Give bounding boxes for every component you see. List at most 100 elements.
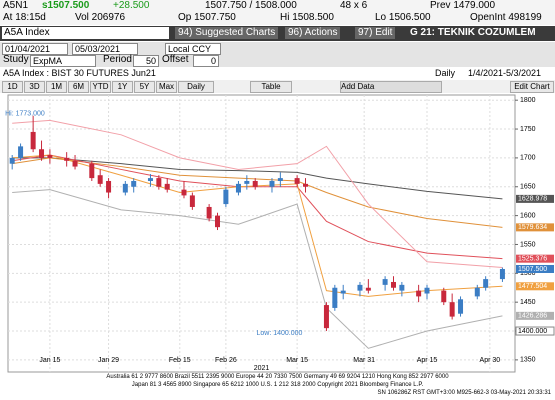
range-button[interactable]: 1D <box>2 81 23 93</box>
study-label: Study <box>3 54 29 65</box>
range-button[interactable]: 1Y <box>112 81 133 93</box>
study-select[interactable]: ExpMA <box>30 55 96 67</box>
candle-body <box>277 178 283 181</box>
value-box <box>515 326 555 336</box>
size: 48 x 6 <box>340 0 368 11</box>
candle-body <box>252 180 258 187</box>
y-tick-label: 1800 <box>520 97 536 104</box>
study-line <box>12 189 503 349</box>
period-label: Period <box>103 54 132 65</box>
candle-body <box>64 157 70 161</box>
y-tick-label: 1600 <box>520 212 536 219</box>
candle-body <box>424 287 430 294</box>
edit-button[interactable]: 97) Edit <box>355 27 396 39</box>
candle-body <box>365 287 371 291</box>
volume: Vol 206976 <box>75 12 126 23</box>
range-button[interactable]: 5Y <box>134 81 155 93</box>
end-date[interactable]: 05/03/2021 <box>72 43 138 55</box>
offset-input[interactable]: 0 <box>193 55 219 67</box>
last-price-label: 1507.500 <box>518 266 547 273</box>
chart: 1350140014501500155016001650170017501800… <box>5 94 555 373</box>
low: Lo 1506.500 <box>375 12 431 23</box>
candle-body <box>499 268 505 280</box>
candle-body <box>332 287 338 308</box>
range-button[interactable]: 1M <box>46 81 67 93</box>
range-button[interactable]: 6M <box>68 81 89 93</box>
high: Hi 1508.500 <box>280 12 334 23</box>
candle-body <box>416 290 422 297</box>
range-button[interactable]: YTD <box>90 81 111 93</box>
x-tick-label: Feb 15 <box>169 357 191 364</box>
y-tick-label: 1450 <box>520 299 536 306</box>
security-input[interactable]: A5A Index <box>2 27 169 39</box>
y-tick-label: 1350 <box>520 357 536 364</box>
bid-ask: 1507.750 / 1508.000 <box>205 0 297 11</box>
end-label: 1477.504 <box>518 283 547 290</box>
currency[interactable]: Local CCY <box>165 43 221 55</box>
x-tick-label: Mar 31 <box>353 357 375 364</box>
frequency: Daily <box>435 68 456 78</box>
candle-body <box>441 290 447 303</box>
toolbar: Table Add Data Edit Chart 1D 3D 1M 6M YTD 1Y 5… <box>0 80 555 93</box>
range-button[interactable]: Daily <box>178 81 214 93</box>
candle-body <box>449 302 455 317</box>
candle-body <box>474 287 480 297</box>
offset-label: Offset <box>162 54 189 65</box>
candle-body <box>215 215 221 228</box>
study-line <box>12 157 503 200</box>
value-box <box>516 223 554 232</box>
actions-button[interactable]: 96) Actions <box>285 27 341 39</box>
table-button[interactable]: Table <box>250 81 292 93</box>
candle-body <box>357 284 363 291</box>
candle-body <box>483 279 489 288</box>
settings: 01/04/2021 05/03/2021 Local CCY Study Ex… <box>0 42 555 67</box>
time: At 18:15d <box>3 12 46 23</box>
candle-body <box>382 279 388 285</box>
x-tick-label: Mar 15 <box>286 357 308 364</box>
prev: Prev 1479.000 <box>430 0 496 11</box>
candle-body <box>97 175 103 184</box>
candle-body <box>9 157 15 164</box>
candle-body <box>294 178 300 184</box>
candle-body <box>269 180 275 187</box>
page-title: G 21: TEKNIK COZUMLEM <box>410 27 536 38</box>
value-box <box>516 311 554 320</box>
date-range: 1/4/2021-5/3/2021 <box>468 68 542 78</box>
candle-body <box>89 163 95 179</box>
range-button[interactable]: 3D <box>24 81 45 93</box>
open-int: OpenInt 498199 <box>470 12 542 23</box>
plot-area <box>7 94 516 373</box>
candle-body <box>223 189 229 205</box>
candle-body <box>244 180 250 184</box>
year-label: 2021 <box>254 365 270 372</box>
range-button[interactable]: Max <box>156 81 177 93</box>
candle-body <box>340 290 346 294</box>
candle-body <box>206 206 212 219</box>
end-label: 1628.978 <box>518 196 547 203</box>
last: s1507.500 <box>42 0 90 11</box>
footer-line: SN 106286Z RST GMT+3:00 M925-662-3 03-Ma… <box>377 390 552 396</box>
y-tick-label: 1750 <box>520 126 536 133</box>
security-description: A5A Index : BIST 30 FUTURES Jun21 <box>3 68 156 78</box>
candle-body <box>181 189 187 196</box>
annotation: Low: 1400.000 <box>257 330 303 337</box>
candle-body <box>30 131 36 150</box>
candle-body <box>323 305 329 329</box>
suggested-button[interactable]: 94) Suggested Charts <box>175 27 279 39</box>
x-tick-label: Jan 29 <box>98 357 119 364</box>
value-box <box>516 264 554 273</box>
value-box <box>516 254 554 263</box>
candle-body <box>156 178 162 187</box>
candle-body <box>72 160 78 167</box>
edit-chart[interactable]: Edit Chart <box>510 81 554 93</box>
change: +28.500 <box>113 0 150 11</box>
add-data[interactable]: Add Data <box>340 81 442 93</box>
period-input[interactable]: 50 <box>133 55 159 67</box>
candle-body <box>39 149 45 158</box>
candle-body <box>235 183 241 193</box>
start-date[interactable]: 01/04/2021 <box>2 43 68 55</box>
candle-body <box>106 180 112 193</box>
end-label: 1426.286 <box>518 313 547 320</box>
candle-body <box>147 178 153 181</box>
value-box <box>516 194 554 203</box>
